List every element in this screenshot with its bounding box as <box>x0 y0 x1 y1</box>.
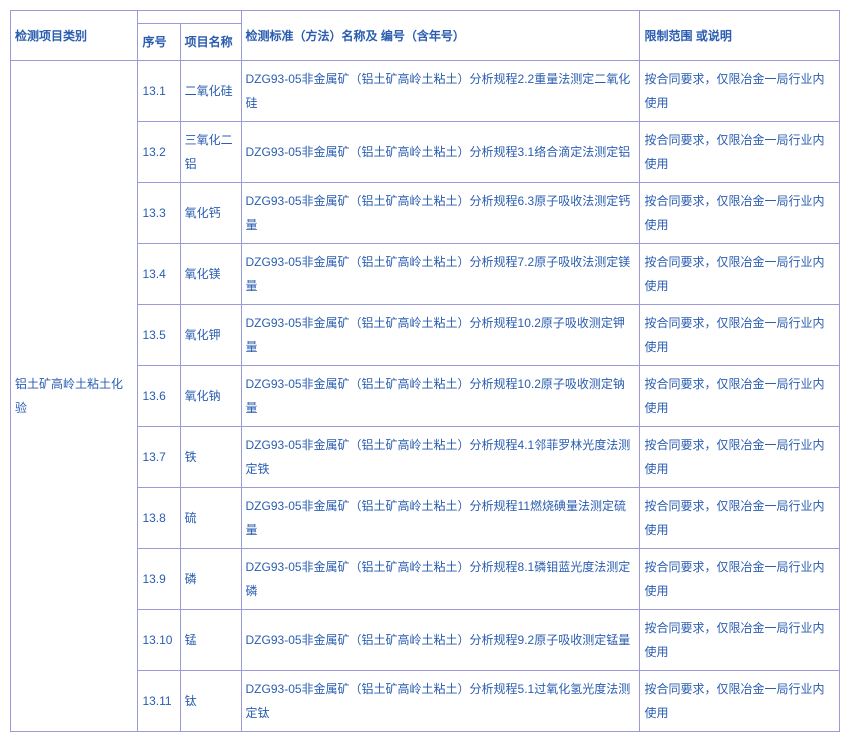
scope-cell: 按合同要求，仅限冶金一局行业内使用 <box>640 610 840 671</box>
standard-cell: DZG93-05非金属矿（铝土矿高岭土粘土）分析规程10.2原子吸收测定钠量 <box>241 366 640 427</box>
standard-cell: DZG93-05非金属矿（铝土矿高岭土粘土）分析规程4.1邻菲罗林光度法测定铁 <box>241 427 640 488</box>
item-cell: 氧化钠 <box>180 366 241 427</box>
standards-table: 检测项目类别 检测标准（方法）名称及 编号（含年号） 限制范围 或说明 序号 项… <box>10 10 840 732</box>
standard-cell: DZG93-05非金属矿（铝土矿高岭土粘土）分析规程10.2原子吸收测定钾量 <box>241 305 640 366</box>
item-cell: 氧化镁 <box>180 244 241 305</box>
scope-cell: 按合同要求，仅限冶金一局行业内使用 <box>640 183 840 244</box>
scope-cell: 按合同要求，仅限冶金一局行业内使用 <box>640 244 840 305</box>
seq-cell: 13.1 <box>138 61 180 122</box>
scope-cell: 按合同要求，仅限冶金一局行业内使用 <box>640 305 840 366</box>
table-row: 铝土矿高岭土粘土化验13.1二氧化硅DZG93-05非金属矿（铝土矿高岭土粘土）… <box>11 61 840 122</box>
seq-cell: 13.7 <box>138 427 180 488</box>
standard-cell: DZG93-05非金属矿（铝土矿高岭土粘土）分析规程11燃烧碘量法测定硫量 <box>241 488 640 549</box>
seq-cell: 13.11 <box>138 671 180 732</box>
scope-cell: 按合同要求，仅限冶金一局行业内使用 <box>640 488 840 549</box>
table-body: 铝土矿高岭土粘土化验13.1二氧化硅DZG93-05非金属矿（铝土矿高岭土粘土）… <box>11 61 840 732</box>
header-seq: 序号 <box>138 24 180 61</box>
item-cell: 三氧化二铝 <box>180 122 241 183</box>
standard-cell: DZG93-05非金属矿（铝土矿高岭土粘土）分析规程9.2原子吸收测定锰量 <box>241 610 640 671</box>
item-cell: 锰 <box>180 610 241 671</box>
scope-cell: 按合同要求，仅限冶金一局行业内使用 <box>640 549 840 610</box>
standard-cell: DZG93-05非金属矿（铝土矿高岭土粘土）分析规程5.1过氧化氢光度法测定钛 <box>241 671 640 732</box>
item-cell: 二氧化硅 <box>180 61 241 122</box>
scope-cell: 按合同要求，仅限冶金一局行业内使用 <box>640 427 840 488</box>
scope-cell: 按合同要求，仅限冶金一局行业内使用 <box>640 61 840 122</box>
scope-cell: 按合同要求，仅限冶金一局行业内使用 <box>640 366 840 427</box>
item-cell: 铁 <box>180 427 241 488</box>
item-cell: 钛 <box>180 671 241 732</box>
standard-cell: DZG93-05非金属矿（铝土矿高岭土粘土）分析规程2.2重量法测定二氧化硅 <box>241 61 640 122</box>
seq-cell: 13.9 <box>138 549 180 610</box>
item-cell: 氧化钾 <box>180 305 241 366</box>
header-scope: 限制范围 或说明 <box>640 11 840 61</box>
header-item: 项目名称 <box>180 24 241 61</box>
seq-cell: 13.8 <box>138 488 180 549</box>
item-cell: 氧化钙 <box>180 183 241 244</box>
standard-cell: DZG93-05非金属矿（铝土矿高岭土粘土）分析规程3.1络合滴定法测定铝 <box>241 122 640 183</box>
header-standard: 检测标准（方法）名称及 编号（含年号） <box>241 11 640 61</box>
standard-cell: DZG93-05非金属矿（铝土矿高岭土粘土）分析规程8.1磷钼蓝光度法测定磷 <box>241 549 640 610</box>
seq-cell: 13.4 <box>138 244 180 305</box>
scope-cell: 按合同要求，仅限冶金一局行业内使用 <box>640 122 840 183</box>
standard-cell: DZG93-05非金属矿（铝土矿高岭土粘土）分析规程6.3原子吸收法测定钙量 <box>241 183 640 244</box>
seq-cell: 13.10 <box>138 610 180 671</box>
scope-cell: 按合同要求，仅限冶金一局行业内使用 <box>640 671 840 732</box>
seq-cell: 13.2 <box>138 122 180 183</box>
item-cell: 硫 <box>180 488 241 549</box>
seq-cell: 13.6 <box>138 366 180 427</box>
item-cell: 磷 <box>180 549 241 610</box>
standard-cell: DZG93-05非金属矿（铝土矿高岭土粘土）分析规程7.2原子吸收法测定镁量 <box>241 244 640 305</box>
category-cell: 铝土矿高岭土粘土化验 <box>11 61 138 732</box>
table-header: 检测项目类别 检测标准（方法）名称及 编号（含年号） 限制范围 或说明 序号 项… <box>11 11 840 61</box>
header-category: 检测项目类别 <box>11 11 138 61</box>
seq-cell: 13.3 <box>138 183 180 244</box>
seq-cell: 13.5 <box>138 305 180 366</box>
